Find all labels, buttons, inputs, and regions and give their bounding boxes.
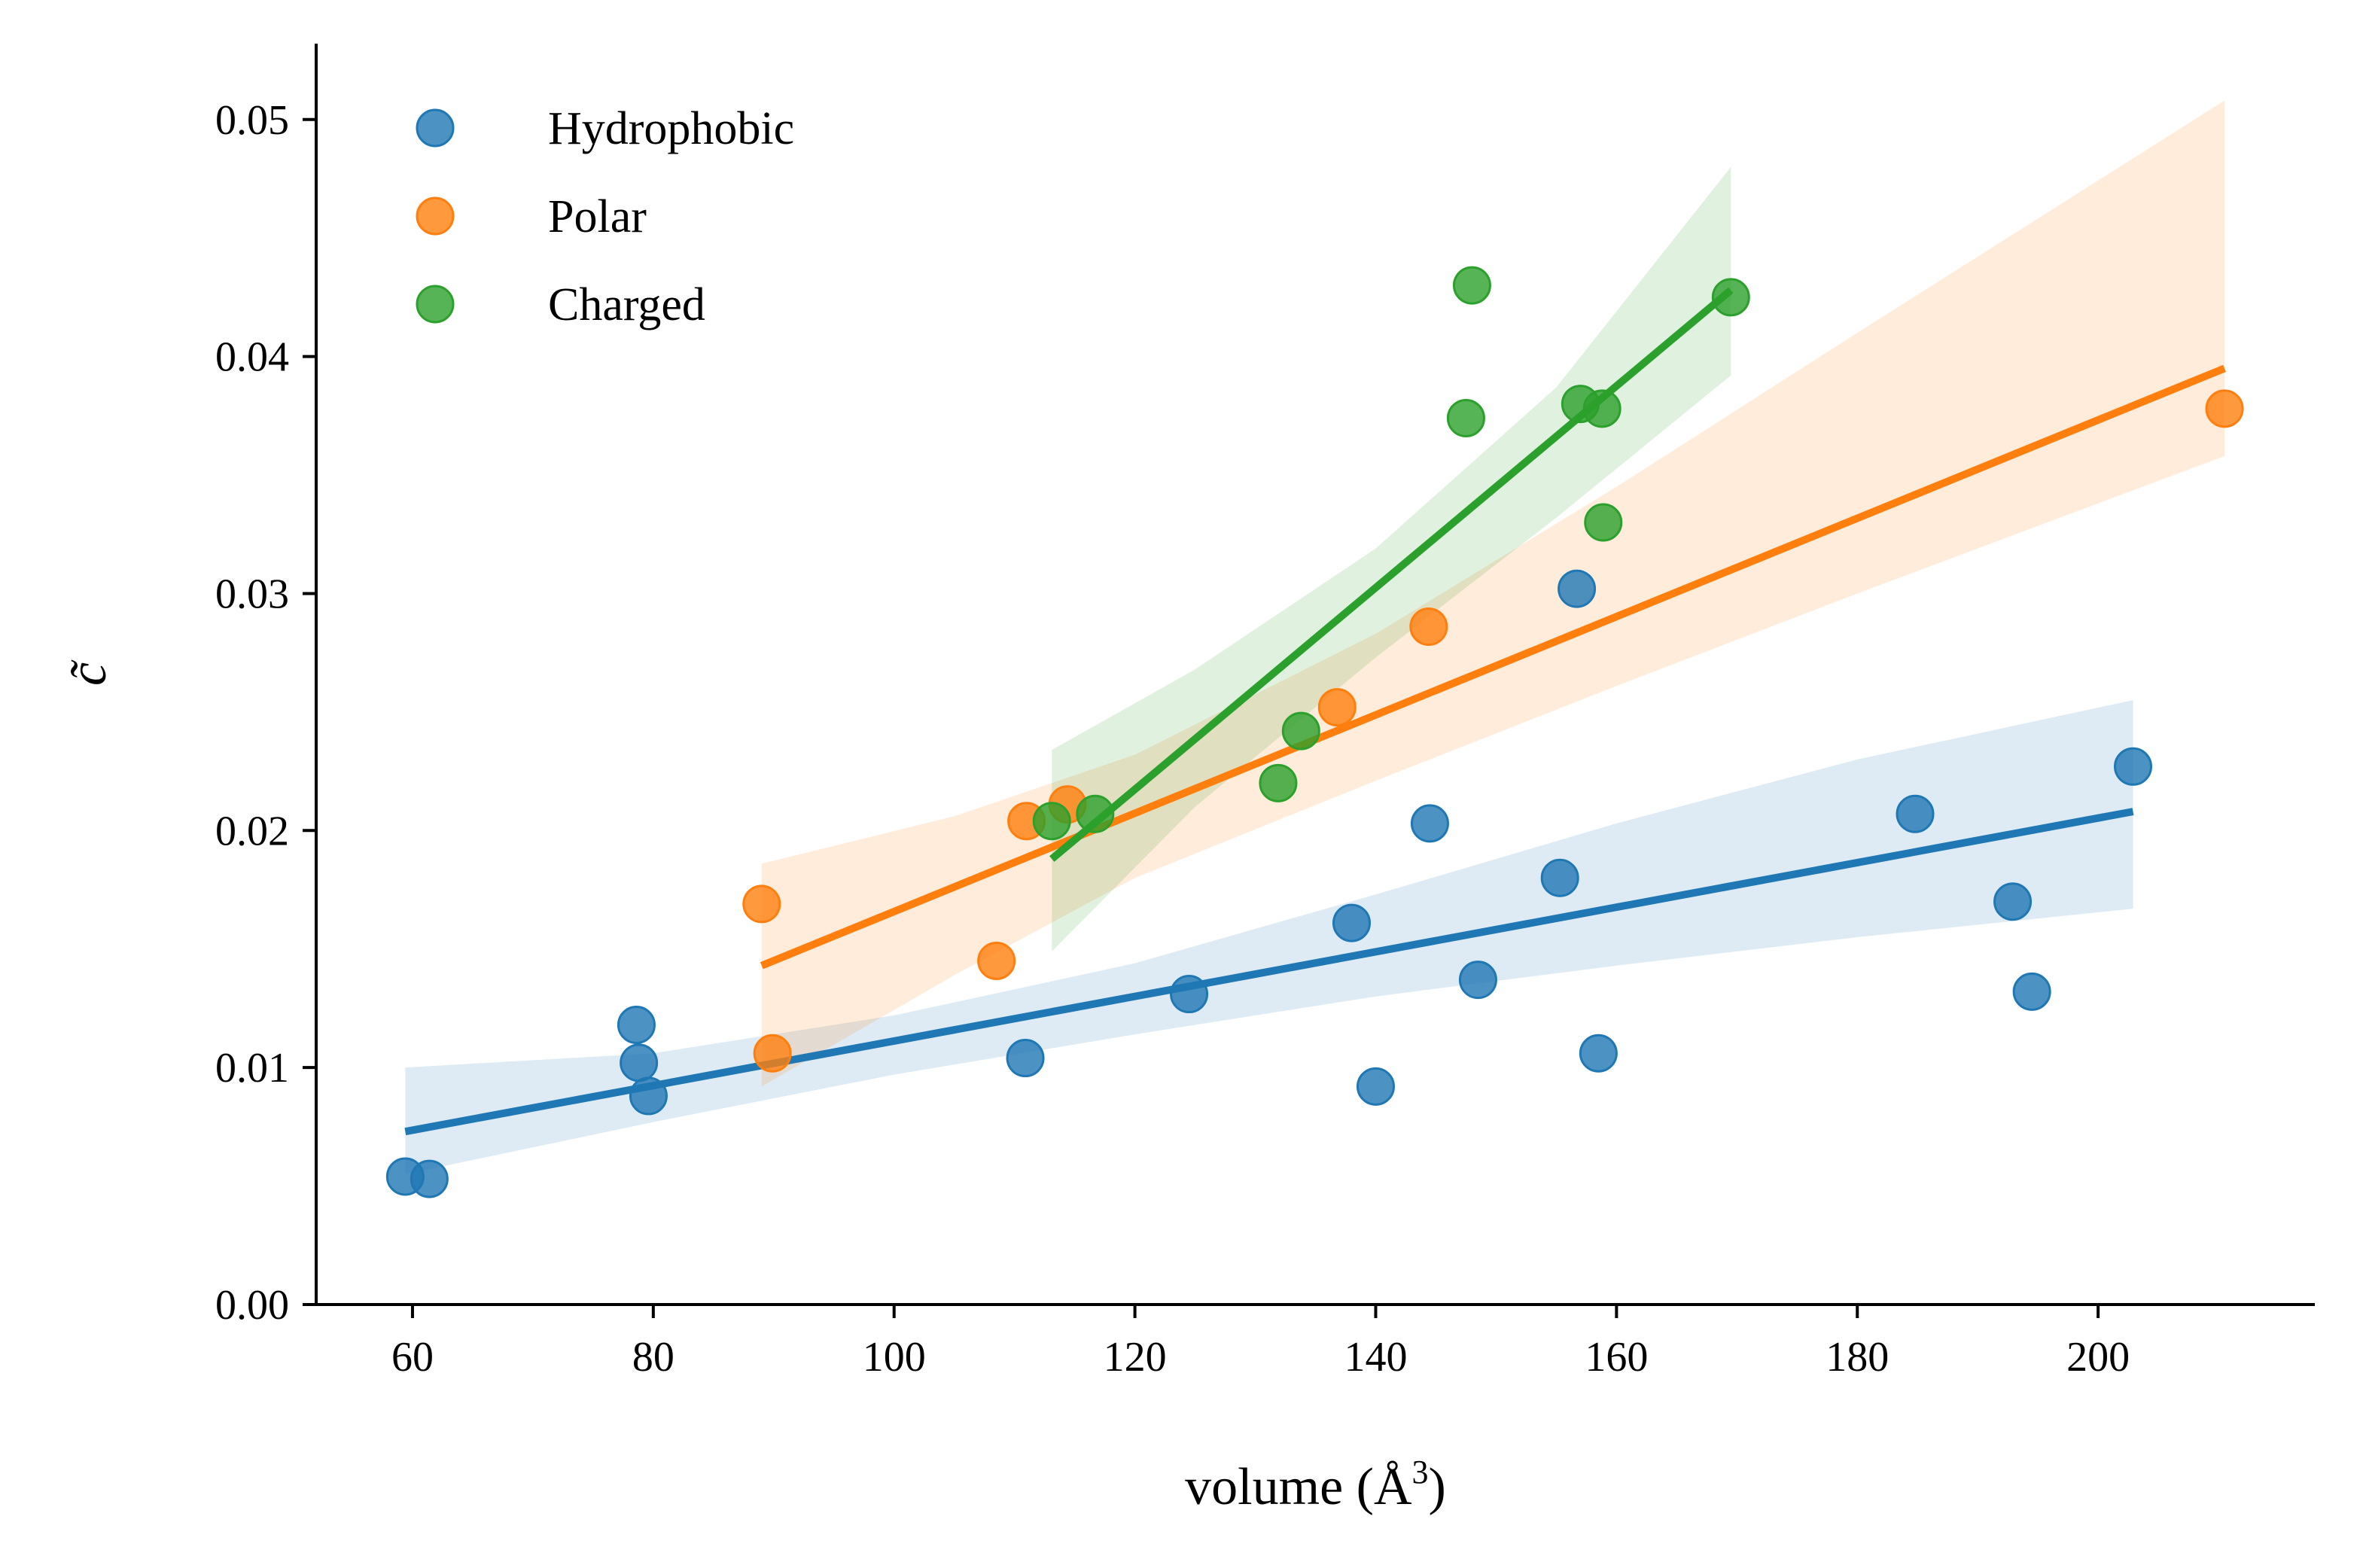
y-tick-label: 0.02 — [215, 808, 289, 854]
hydrophobic-point — [1993, 882, 2033, 921]
y-tick-label: 0.03 — [215, 571, 289, 617]
x-tick-label: 140 — [1344, 1334, 1407, 1381]
polar-point — [753, 1034, 792, 1073]
hydrophobic-point — [1006, 1039, 1045, 1078]
polar-fit-line — [760, 364, 2226, 970]
charged-point — [1281, 711, 1320, 751]
polar-point — [977, 941, 1016, 980]
data-points — [385, 266, 2244, 1198]
charged-fit-line — [1049, 287, 1734, 862]
charged-point — [1032, 802, 1071, 841]
polar-point — [742, 884, 781, 924]
hydrophobic-point — [1896, 794, 1935, 833]
charged-point — [1452, 266, 1491, 305]
hydrophobic-point — [1558, 569, 1597, 608]
hydrophobic-point — [1356, 1067, 1395, 1106]
x-tick-label: 100 — [863, 1334, 926, 1381]
legend-item-charged: Charged — [416, 279, 705, 330]
legend-item-polar: Polar — [416, 191, 647, 242]
charged-point — [1584, 503, 1623, 542]
legend-label: Hydrophobic — [548, 103, 794, 154]
y-tick-label: 0.00 — [215, 1282, 289, 1329]
y-tick-label: 0.04 — [215, 334, 289, 381]
y-tick-label: 0.05 — [215, 97, 289, 144]
x-tick-label: 120 — [1104, 1334, 1167, 1381]
polar-confidence-band — [761, 100, 2225, 1087]
charged-point — [1582, 389, 1622, 428]
legend-marker — [416, 196, 455, 236]
hydrophobic-point — [1332, 903, 1371, 942]
polar-point — [2205, 389, 2244, 428]
x-tick-label: 180 — [1826, 1334, 1889, 1381]
regression-lines — [404, 287, 2226, 1136]
axes — [315, 44, 2315, 1306]
hydrophobic-point — [617, 1005, 656, 1044]
legend-label: Charged — [548, 279, 705, 330]
charged-confidence-band — [1052, 166, 1731, 951]
legend: Hydrophobic Polar Charged — [416, 103, 794, 330]
hydrophobic-point — [1458, 961, 1497, 1000]
hydrophobic-point — [629, 1076, 668, 1116]
x-axis-ticks: 60 80 100 120 140 160 180 200 — [391, 1305, 2130, 1381]
hydrophobic-point — [1579, 1034, 1618, 1073]
y-axis-ticks: 0.00 0.01 0.02 0.03 0.04 0.05 — [215, 97, 316, 1329]
polar-point — [1409, 607, 1448, 647]
polar-point — [1317, 688, 1357, 727]
legend-label: Polar — [548, 191, 647, 242]
hydrophobic-point — [1410, 804, 1449, 843]
hydrophobic-point — [410, 1159, 449, 1198]
y-tick-label: 0.01 — [215, 1045, 289, 1092]
hydrophobic-point — [2113, 747, 2152, 786]
charged-point — [1446, 398, 1485, 437]
hydrophobic-confidence-band — [405, 700, 2133, 1174]
x-tick-label: 200 — [2066, 1334, 2130, 1381]
hydrophobic-point — [1170, 975, 1209, 1014]
x-tick-label: 160 — [1585, 1334, 1648, 1381]
hydrophobic-point — [2012, 972, 2051, 1011]
charged-point — [1711, 278, 1750, 317]
y-axis-title: c̃ — [59, 659, 117, 686]
legend-marker — [416, 108, 455, 148]
hydrophobic-point — [620, 1043, 659, 1082]
x-tick-label: 80 — [632, 1334, 675, 1381]
confidence-bands — [405, 100, 2225, 1174]
x-axis-title: volume (Å3) — [1185, 1454, 1446, 1516]
charged-point — [1259, 763, 1298, 802]
legend-item-hydrophobic: Hydrophobic — [416, 103, 794, 154]
x-tick-label: 60 — [391, 1334, 434, 1381]
charged-point — [1076, 794, 1115, 833]
hydrophobic-fit-line — [404, 808, 2134, 1136]
legend-marker — [416, 285, 455, 324]
hydrophobic-point — [1540, 858, 1579, 897]
